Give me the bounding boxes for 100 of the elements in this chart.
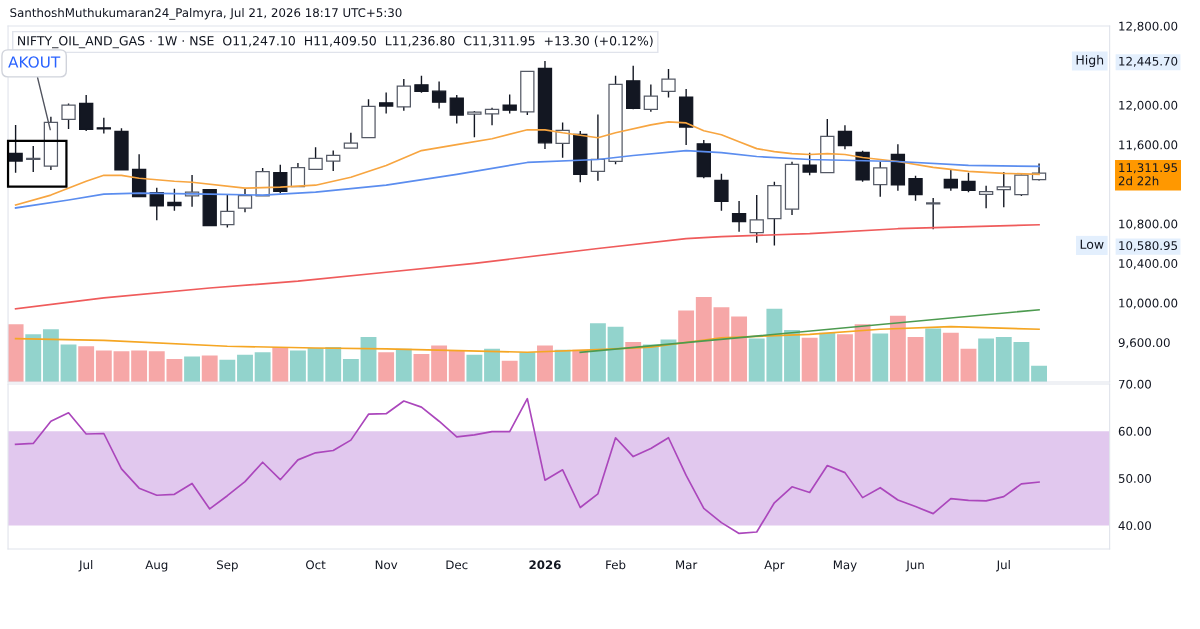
bar	[237, 354, 253, 382]
candlestick	[802, 152, 817, 177]
candlestick	[96, 117, 112, 135]
bar	[784, 330, 800, 382]
bar	[289, 350, 306, 382]
bar	[501, 360, 518, 382]
y-tick-label: 9,600.00	[1118, 338, 1170, 349]
bar	[95, 350, 112, 382]
bar	[1031, 365, 1047, 382]
bar	[960, 348, 977, 382]
y-tick-label: 70.00	[1118, 379, 1151, 389]
bar	[819, 332, 836, 382]
candlestick	[943, 168, 959, 192]
candlestick	[467, 110, 482, 139]
bar	[572, 349, 589, 382]
bar	[466, 354, 483, 382]
bar	[378, 352, 395, 382]
bar	[801, 337, 818, 382]
bar	[431, 345, 448, 382]
bar	[60, 344, 77, 382]
bar	[907, 336, 924, 382]
bar	[837, 334, 853, 382]
bar	[219, 359, 236, 382]
bar	[448, 350, 465, 382]
y-tick-label: 10,800.00	[1119, 219, 1178, 230]
candlestick	[749, 194, 764, 244]
bar	[642, 344, 659, 382]
bar	[201, 355, 218, 382]
x-tick-label: Dec	[446, 560, 468, 570]
bar	[678, 310, 695, 382]
candlestick	[431, 80, 447, 110]
candlestick	[978, 184, 994, 209]
x-tick-label: Nov	[375, 560, 398, 570]
candlestick	[908, 175, 923, 202]
text: SanthoshMuthukumaran24_Palmyra, Jul 21, 2026 18:17 UTC+5:30	[10, 7, 402, 20]
candlestick	[926, 197, 941, 230]
bar	[484, 348, 500, 382]
candlestick	[873, 161, 888, 198]
x-tick-label: Jul	[78, 560, 93, 572]
candlestick	[502, 93, 517, 115]
y-tick-label: 10,580.95	[1119, 241, 1178, 252]
annotation: AKOUT	[8, 56, 61, 68]
bar	[731, 316, 748, 382]
line-series	[14, 397, 1040, 535]
y-tick-label: 50.00	[1118, 474, 1151, 483]
x-tick-label: Oct	[306, 560, 326, 570]
x-tick-label: Sep	[217, 560, 238, 572]
bar	[889, 315, 906, 382]
bar	[360, 336, 377, 382]
bar	[854, 324, 871, 382]
bar	[625, 342, 642, 382]
candlestick	[167, 187, 182, 212]
bar	[342, 359, 359, 382]
y-tick-label: 60.00	[1118, 426, 1151, 436]
y-tick-label: 12,800.00	[1119, 21, 1178, 32]
candlestick	[837, 124, 853, 150]
bar	[113, 351, 130, 382]
bar	[554, 349, 571, 382]
bar	[395, 348, 412, 382]
line-series	[14, 149, 1040, 209]
annotation: Low	[1080, 239, 1104, 250]
bar	[589, 323, 606, 382]
y-tick-label: 11,600.00	[1119, 140, 1178, 151]
bar	[272, 347, 289, 382]
y-tick-label: 11,311.95 2d 22h	[1118, 163, 1178, 186]
candlestick	[220, 194, 235, 229]
bar	[25, 334, 42, 382]
bar	[42, 329, 59, 382]
x-tick-label: Mar	[676, 560, 698, 570]
bar	[131, 350, 148, 382]
candlestick	[326, 149, 341, 172]
candlestick	[26, 145, 41, 173]
candlestick	[643, 83, 659, 113]
x-tick-label: Aug	[145, 560, 168, 572]
x-tick-label: Jun	[905, 560, 924, 572]
annotation: High	[1076, 54, 1104, 68]
x-tick-label: May	[833, 560, 857, 572]
x-tick-label: Apr	[764, 560, 785, 572]
candlestick	[396, 78, 411, 112]
bar	[925, 328, 942, 382]
candlestick	[61, 102, 76, 130]
candlestick	[714, 173, 729, 212]
bar	[254, 352, 271, 382]
candlestick	[996, 171, 1011, 208]
bar	[978, 338, 995, 382]
x-tick-label: Feb	[606, 560, 626, 570]
candlestick	[308, 146, 323, 170]
candlestick	[237, 188, 253, 213]
candlestick	[731, 200, 747, 233]
bar	[519, 352, 536, 382]
bar	[872, 333, 889, 382]
candlestick	[378, 91, 394, 115]
y-tick-label: 10,000.00	[1119, 298, 1178, 309]
y-tick-label: 12,445.70	[1119, 56, 1178, 67]
candlestick	[961, 172, 976, 194]
bar	[78, 346, 95, 382]
bar	[413, 353, 430, 382]
line-series	[14, 223, 1040, 310]
candlestick	[661, 68, 676, 99]
y-tick-label: 40.00	[1118, 521, 1151, 531]
